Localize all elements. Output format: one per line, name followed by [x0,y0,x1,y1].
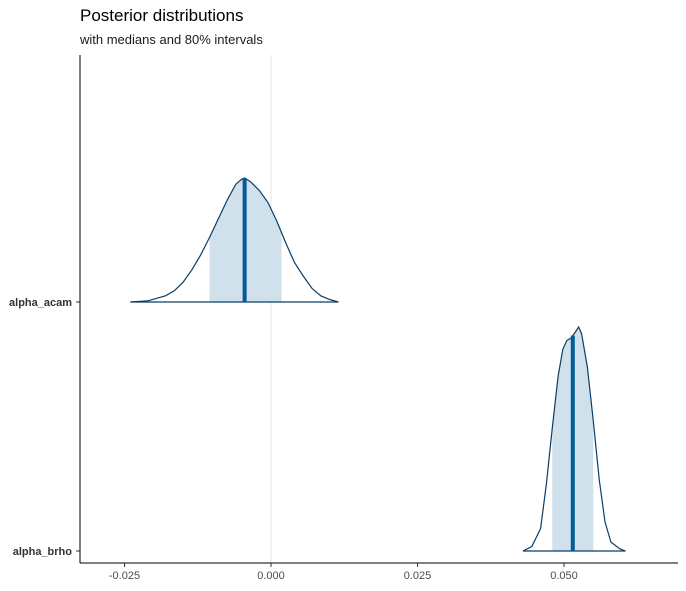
category-label-alpha-acam: alpha_acam [9,297,72,309]
category-label-alpha-brho: alpha_brho [13,546,73,558]
density-outline-alpha-acam [130,177,339,303]
x-tick-label: -0.025 [109,570,140,582]
x-tick-label: 0.050 [550,570,578,582]
density-outline-alpha-brho [522,325,626,552]
x-tick-label: 0.025 [404,570,432,582]
x-tick-label: 0.000 [257,570,285,582]
chart-title: Posterior distributions [80,6,244,25]
chart-subtitle: with medians and 80% intervals [80,32,263,47]
